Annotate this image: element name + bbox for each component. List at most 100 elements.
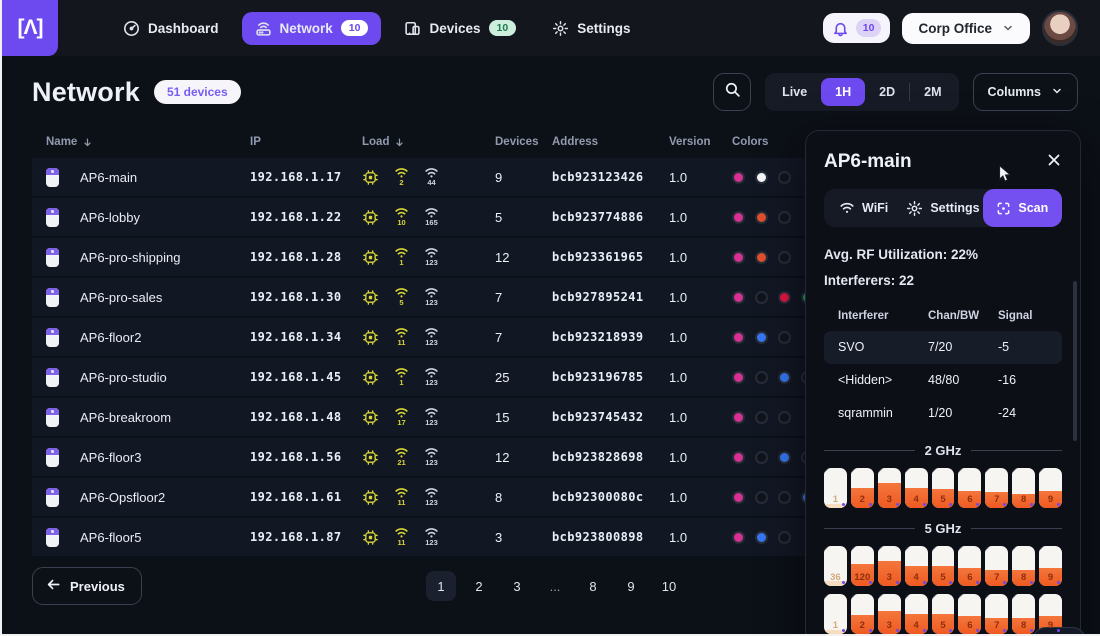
time-range-segmented: Live 1H 2D 2M [765,73,959,111]
color-dot-dark [755,450,768,464]
column-header-devices[interactable]: Devices [495,136,552,148]
previous-button[interactable]: Previous [32,567,142,605]
color-dot-pink [732,250,745,264]
wifi-load-secondary: 123 [424,327,439,347]
wifi-load-value: 17 [397,418,406,428]
channel-tile-8[interactable]: 8 [1012,545,1036,586]
page-number-2[interactable]: 2 [475,578,483,594]
cell-ip: 192.168.1.87 [250,530,342,544]
page-number-3[interactable]: 3 [513,578,521,594]
column-header-version[interactable]: Version [669,136,732,148]
channel-tile-5[interactable]: 5 [931,593,955,634]
cell-name: AP6-Opsfloor2 [80,489,166,505]
cell-address: bcb923196785 [552,370,644,384]
color-dot-dark [755,290,768,304]
channel-utilization-fill [824,630,847,634]
cell-devices: 7 [495,329,503,345]
wifi-icon [394,367,409,378]
channel-tile-1[interactable]: 1 [824,593,847,634]
channel-tile-4[interactable]: 4 [904,593,928,634]
page-number-10[interactable]: 10 [661,578,677,594]
column-header-address[interactable]: Address [552,136,669,148]
pagination: Previous 1 2 3... 8 9 10 [32,564,1078,608]
channel-tile-1[interactable]: 1 [824,467,847,508]
ap-device-icon-wrap [46,207,80,227]
notifications-button[interactable]: 10 [822,13,891,43]
channel-tile-36[interactable]: 36 [824,545,847,586]
interferer-signal: -16 [997,373,1017,388]
page-number-8[interactable]: 8 [589,578,597,594]
channel-tile-6[interactable]: 6 [958,467,982,508]
time-range-2d[interactable]: 2D [879,85,896,99]
logo-glyph: [Λ] [17,16,44,39]
cell-name: AP6-pro-studio [80,369,167,385]
channel-tile-5[interactable]: 5 [931,467,955,508]
time-range-2m[interactable]: 2M [924,85,942,99]
channel-tile-7[interactable]: 7 [985,467,1009,508]
channel-tile-4[interactable]: 4 [904,545,928,586]
channel-tile-8[interactable]: 8 [1012,593,1036,634]
panel-tab-scan[interactable]: Scan [982,189,1062,227]
nav-item-devices[interactable]: Devices 10 [391,12,529,45]
org-selector[interactable]: Corp Office [902,12,1030,44]
wifi-load-primary: 11 [394,327,409,347]
channel-tile-3[interactable]: 3 [877,593,901,634]
wifi-load-value: 11 [397,338,406,348]
channel-tile-6[interactable]: 6 [958,545,982,586]
channel-tile-7[interactable]: 7 [985,593,1009,634]
search-button[interactable] [713,73,752,111]
interferer-row[interactable]: <Hidden> 48/80 -16 [824,364,1062,397]
channel-tile-2[interactable]: 2 [850,467,874,508]
nav-item-settings[interactable]: Settings [539,12,643,45]
channel-tile-9[interactable]: 9 [1039,467,1062,508]
search-icon [724,81,741,103]
column-header-ip[interactable]: IP [250,136,362,148]
gear-icon [906,200,923,217]
cell-devices: 8 [495,489,503,505]
channel-tile-7[interactable]: 7 [985,545,1009,586]
channel-tile-120[interactable]: 120 [850,545,874,586]
channel-tile-6[interactable]: 6 [958,593,982,634]
time-range-live[interactable]: Live [782,85,808,99]
panel-scrollbar[interactable] [1073,281,1077,441]
page-number-1[interactable]: 1 [426,571,456,601]
channel-number: 9 [1047,493,1054,505]
user-avatar[interactable] [1042,10,1078,46]
interferer-row[interactable]: SVO 7/20 -5 [824,330,1062,364]
channel-tile-2[interactable]: 2 [850,593,874,634]
cell-colors [732,530,1078,544]
cell-name: AP6-floor3 [80,449,142,465]
columns-button[interactable]: Columns [972,73,1078,111]
cell-ip: 192.168.1.28 [250,250,342,264]
cell-version: 1.0 [669,369,688,385]
page-number-9[interactable]: 9 [627,578,635,594]
close-button[interactable] [1046,152,1062,173]
time-range-1h[interactable]: 1H [821,78,866,106]
cell-load: 21 123 [362,447,495,467]
cell-colors [732,210,1078,224]
color-dot-dark [778,250,791,264]
channel-tile-9[interactable]: 9 [1039,593,1062,634]
channel-tile-5[interactable]: 5 [931,545,955,586]
channel-tile-4[interactable]: 4 [904,467,928,508]
panel-tab-settings[interactable]: Settings [903,189,982,227]
nav-item-dashboard[interactable]: Dashboard [110,12,232,45]
channel-tile-3[interactable]: 3 [877,467,901,508]
nav-item-network[interactable]: Network 10 [241,11,382,45]
channel-tile-9[interactable]: 9 [1039,545,1062,586]
channel-tile-8[interactable]: 8 [1012,467,1036,508]
app-logo[interactable]: [Λ] [2,0,58,56]
column-header-name[interactable]: Name [46,136,250,148]
channel-tile-3[interactable]: 3 [877,545,901,586]
wifi-icon [424,167,439,178]
wifi-load-value: 123 [425,258,438,268]
color-dot-pink [732,490,745,504]
cell-version: 1.0 [669,449,688,465]
column-header-load[interactable]: Load [362,136,495,148]
channel-number: 9 [1047,619,1054,631]
interferer-row[interactable]: sqrammin 1/20 -24 [824,397,1062,430]
column-header-colors[interactable]: Colors [732,136,1078,148]
cell-version: 1.0 [669,409,688,425]
cell-name: AP6-breakroom [80,409,172,425]
panel-tab-wifi[interactable]: WiFi [824,189,903,227]
